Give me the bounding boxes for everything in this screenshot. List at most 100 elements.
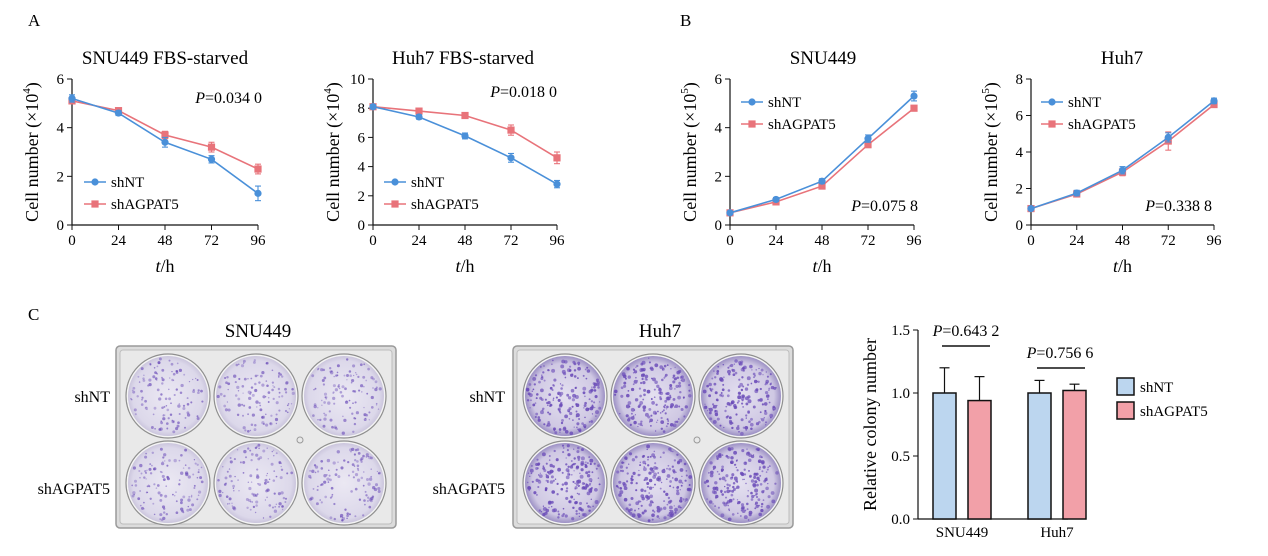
colony [756,476,760,481]
y-axis-label-exponent: 5 [980,88,992,94]
colony [716,370,720,373]
colony [638,387,642,390]
colony [571,405,574,408]
colony [277,376,280,378]
colony [730,493,734,497]
colony [639,500,642,503]
colony [248,406,252,409]
colony [237,363,240,366]
colony [590,388,594,392]
colony [317,407,319,409]
colony [738,430,740,433]
colony [249,508,252,511]
colony [139,490,141,492]
colony [667,500,672,504]
colony [168,377,171,379]
colony [538,509,541,512]
colony [144,406,148,410]
colony [249,474,253,478]
colony [591,471,594,474]
colony [719,378,724,383]
colony [661,410,664,413]
colony [575,512,578,516]
colony [180,507,184,511]
colony [648,361,651,364]
y-tick-label: 1.0 [891,386,910,402]
colony [309,476,312,480]
colony [577,458,580,461]
colony [199,476,203,480]
colony [344,508,347,511]
colony [368,419,370,421]
colony [680,506,682,509]
colony [661,469,666,474]
colony [362,375,366,379]
colony [650,414,653,417]
colony [191,503,195,507]
colony [766,468,769,471]
colony [646,389,651,394]
colony [685,474,688,477]
colony [740,431,744,436]
y-tick-label: 0 [358,218,366,234]
colony [734,371,738,375]
colony [254,382,257,386]
colony [748,513,752,517]
colony [346,358,349,361]
colony [155,372,158,375]
well [304,356,384,436]
colony [740,388,744,392]
colony [668,467,672,471]
colony [161,382,164,385]
colony [680,379,682,381]
colony [168,459,171,462]
colony [652,410,657,415]
colony [660,481,663,484]
colony [337,385,340,388]
colony [639,464,642,467]
colony [138,381,141,383]
colony [640,381,643,385]
colony [733,476,738,481]
colony [627,401,632,405]
colony [567,453,571,457]
colony [770,382,772,384]
colony [140,403,144,406]
colony [131,494,135,498]
colony [336,374,339,377]
colony [254,388,258,393]
colony [538,479,541,482]
colony [657,410,659,413]
colony [668,447,672,451]
colony [183,373,186,376]
colony [273,470,276,472]
colony [540,388,544,393]
colony [648,407,652,411]
colony-dots [526,444,601,521]
colony [589,406,594,411]
x-tick-label: 96 [251,233,267,249]
x-tick-label: 72 [861,233,876,249]
colony [372,486,376,490]
y-tick-label: 4 [57,121,65,137]
colony [133,493,135,496]
colony [553,427,556,431]
colony [735,480,739,483]
colony [349,448,353,452]
colony [589,458,594,463]
colony [548,412,552,416]
colony [595,410,599,415]
colony [663,376,666,379]
colony [554,431,558,435]
colony [157,361,161,365]
colony [749,475,752,478]
colony [577,366,581,371]
colony [232,487,235,489]
colony [629,423,632,427]
colony [163,405,166,408]
colony [627,416,632,420]
colony [754,503,757,505]
colony [236,413,240,417]
